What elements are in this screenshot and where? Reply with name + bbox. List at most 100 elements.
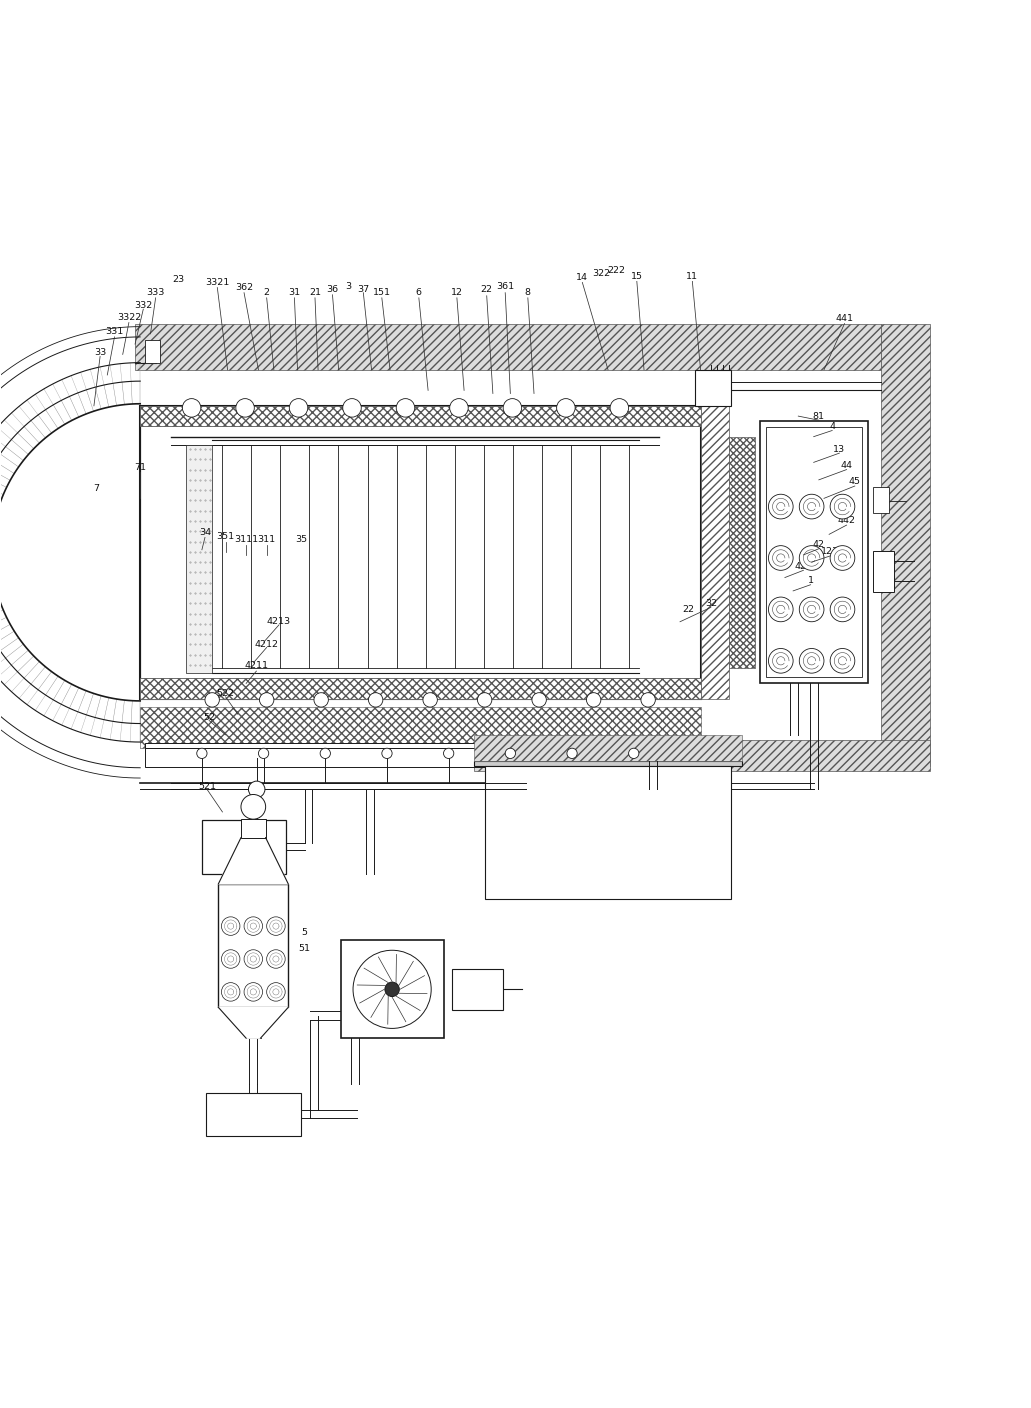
Circle shape — [222, 950, 240, 969]
Text: 1: 1 — [807, 576, 813, 586]
Bar — [880, 324, 930, 766]
Circle shape — [768, 649, 793, 673]
Circle shape — [768, 494, 793, 520]
Text: 331: 331 — [105, 327, 124, 337]
Circle shape — [267, 950, 286, 969]
Text: 14: 14 — [576, 273, 589, 282]
Bar — [452, 969, 503, 1010]
Text: 311: 311 — [258, 535, 275, 543]
Polygon shape — [219, 838, 289, 884]
Circle shape — [567, 748, 577, 759]
Text: 521: 521 — [198, 781, 217, 791]
Text: 322: 322 — [592, 269, 610, 277]
Circle shape — [353, 950, 431, 1028]
Bar — [140, 707, 701, 748]
Circle shape — [381, 748, 392, 759]
Circle shape — [477, 693, 492, 707]
Polygon shape — [219, 1007, 289, 1038]
Circle shape — [505, 748, 516, 759]
Bar — [696, 370, 731, 406]
Text: 351: 351 — [217, 532, 235, 541]
Bar — [206, 1093, 301, 1136]
Circle shape — [610, 398, 629, 417]
Text: 4211: 4211 — [244, 662, 268, 670]
Text: 5: 5 — [302, 928, 307, 936]
Text: 333: 333 — [146, 289, 165, 297]
Text: 51: 51 — [299, 945, 310, 953]
Text: 12: 12 — [451, 289, 463, 297]
Circle shape — [314, 693, 328, 707]
Circle shape — [830, 494, 855, 520]
Bar — [140, 406, 701, 427]
Bar — [729, 436, 755, 667]
Circle shape — [450, 398, 468, 417]
Bar — [701, 406, 729, 698]
Text: 361: 361 — [496, 282, 514, 291]
Circle shape — [260, 693, 274, 707]
Circle shape — [423, 693, 437, 707]
Circle shape — [503, 398, 522, 417]
Circle shape — [532, 693, 546, 707]
Text: 42: 42 — [812, 541, 825, 549]
Text: 421: 421 — [795, 562, 812, 570]
Bar — [202, 821, 287, 873]
Circle shape — [768, 546, 793, 570]
Circle shape — [799, 546, 824, 570]
Text: 4212: 4212 — [255, 639, 278, 649]
Circle shape — [222, 917, 240, 935]
Text: 33: 33 — [94, 348, 106, 356]
Text: 4213: 4213 — [267, 617, 291, 627]
Text: 44: 44 — [840, 460, 853, 470]
Circle shape — [799, 597, 824, 622]
Bar — [140, 679, 701, 698]
Text: 362: 362 — [235, 283, 254, 291]
Circle shape — [197, 748, 207, 759]
Text: 442: 442 — [837, 517, 856, 525]
Text: 22: 22 — [683, 605, 694, 614]
Text: 23: 23 — [172, 275, 185, 284]
Bar — [760, 421, 868, 683]
Bar — [140, 406, 701, 698]
Circle shape — [557, 398, 575, 417]
Bar — [474, 760, 741, 766]
Circle shape — [587, 693, 601, 707]
Circle shape — [182, 398, 201, 417]
Bar — [340, 941, 443, 1038]
Circle shape — [396, 398, 414, 417]
Text: 441: 441 — [835, 314, 854, 322]
Bar — [766, 428, 862, 677]
Circle shape — [799, 649, 824, 673]
Bar — [135, 324, 880, 370]
Text: 522: 522 — [217, 690, 234, 698]
Text: 22: 22 — [480, 286, 493, 294]
Text: 11: 11 — [687, 272, 698, 280]
Bar — [187, 445, 212, 673]
Circle shape — [385, 983, 399, 997]
Circle shape — [321, 748, 330, 759]
Circle shape — [244, 983, 263, 1001]
Text: 8: 8 — [525, 289, 531, 297]
Text: 332: 332 — [134, 300, 153, 310]
Text: 52: 52 — [203, 712, 215, 722]
Text: 35: 35 — [296, 535, 307, 543]
Circle shape — [267, 983, 286, 1001]
Circle shape — [768, 597, 793, 622]
Circle shape — [222, 983, 240, 1001]
Text: 45: 45 — [849, 477, 861, 486]
Text: 3322: 3322 — [117, 313, 141, 322]
Bar — [241, 819, 266, 838]
Text: 4: 4 — [829, 422, 835, 431]
Bar — [474, 735, 741, 760]
Bar — [873, 551, 894, 591]
Text: 36: 36 — [327, 286, 338, 294]
Bar — [873, 487, 889, 513]
Circle shape — [241, 794, 266, 819]
Circle shape — [259, 748, 269, 759]
Bar — [474, 741, 930, 770]
Text: 13: 13 — [833, 445, 845, 453]
Text: 34: 34 — [199, 528, 211, 536]
Circle shape — [244, 950, 263, 969]
Text: 2: 2 — [264, 289, 270, 297]
Text: 222: 222 — [607, 266, 625, 275]
Text: 32: 32 — [705, 598, 717, 608]
